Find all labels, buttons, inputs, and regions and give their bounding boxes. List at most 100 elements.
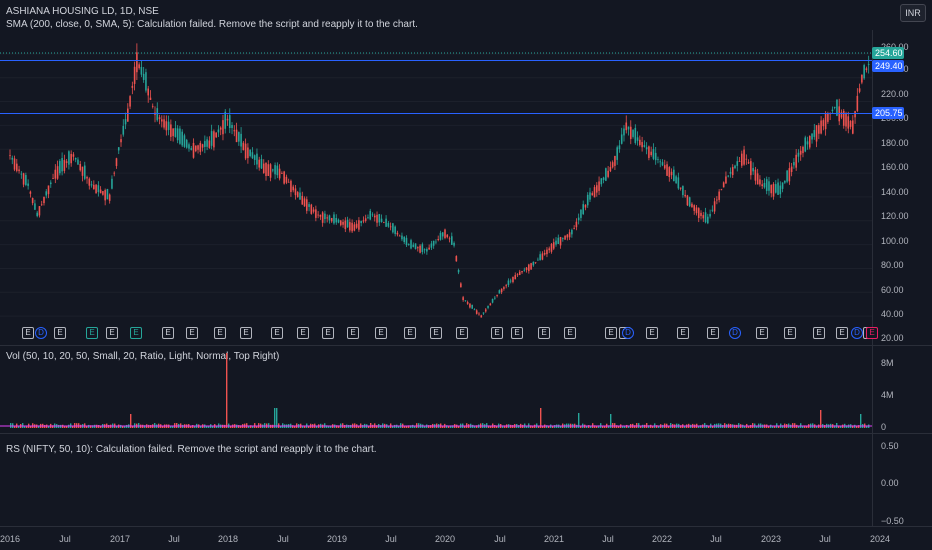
earnings-event-icon[interactable]: E <box>297 327 309 339</box>
candle-body <box>643 145 646 147</box>
dividend-event-icon[interactable]: D <box>729 327 741 339</box>
horizontal-line-1[interactable] <box>0 60 872 61</box>
horizontal-line-2[interactable] <box>0 113 872 114</box>
dividend-event-icon[interactable]: D <box>35 327 47 339</box>
volume-bar <box>90 425 92 428</box>
candle-body <box>745 158 748 160</box>
candle-body <box>840 112 843 118</box>
earnings-event-icon[interactable]: E <box>605 327 617 339</box>
earnings-event-icon[interactable]: E <box>491 327 503 339</box>
sma-legend[interactable]: SMA (200, close, 0, SMA, 5): Calculation… <box>6 19 418 30</box>
earnings-event-icon[interactable]: E <box>240 327 252 339</box>
candle-body <box>131 85 134 88</box>
candle-body <box>267 164 270 176</box>
candle-body <box>505 285 507 287</box>
volume-bar <box>618 425 620 428</box>
rs-axis[interactable]: 0.50 0.00 −0.50 <box>872 434 932 526</box>
candle-body <box>52 178 54 179</box>
price-chart[interactable] <box>0 0 872 345</box>
earnings-event-icon[interactable]: E <box>347 327 359 339</box>
earnings-event-icon[interactable]: E <box>271 327 283 339</box>
earnings-event-icon[interactable]: E <box>322 327 334 339</box>
earnings-event-icon[interactable]: E <box>456 327 468 339</box>
candle-body <box>233 130 236 132</box>
candle-body <box>650 151 652 156</box>
earnings-event-icon[interactable]: E <box>130 327 142 339</box>
earnings-event-icon[interactable]: E <box>106 327 118 339</box>
candle-body <box>677 177 680 189</box>
earnings-event-icon[interactable]: E <box>214 327 226 339</box>
volume-pane[interactable]: Vol (50, 10, 20, 50, Small, 20, Ratio, L… <box>0 346 932 433</box>
earnings-event-icon[interactable]: E <box>86 327 98 339</box>
volume-bar <box>162 425 164 428</box>
candle-body <box>464 300 467 302</box>
candle-body <box>498 290 501 294</box>
volume-bar <box>304 425 306 428</box>
earnings-event-icon[interactable]: E <box>186 327 198 339</box>
candle-body <box>654 152 657 161</box>
candle-body <box>9 155 11 156</box>
candle-body <box>831 109 834 111</box>
volume-bar <box>526 425 528 428</box>
earnings-event-icon[interactable]: E <box>162 327 174 339</box>
price-tick: 140.00 <box>881 187 909 197</box>
price-tick: 40.00 <box>881 309 904 319</box>
price-tick: 180.00 <box>881 138 909 148</box>
time-axis[interactable]: 2016 Jul 2017 Jul 2018 Jul 2019 Jul 2020… <box>0 527 932 550</box>
candle-body <box>439 232 442 240</box>
candle-body <box>165 121 168 131</box>
earnings-event-icon[interactable]: E <box>836 327 848 339</box>
volume-bar <box>496 425 498 428</box>
rs-pane[interactable]: RS (NIFTY, 50, 10): Calculation failed. … <box>0 434 932 526</box>
earnings-event-icon[interactable]: E <box>564 327 576 339</box>
candle-body <box>473 309 476 311</box>
volume-legend[interactable]: Vol (50, 10, 20, 50, Small, 20, Ratio, L… <box>6 351 280 362</box>
candle-body <box>541 253 544 260</box>
currency-button[interactable]: INR <box>900 4 926 22</box>
earnings-event-icon[interactable]: E <box>375 327 387 339</box>
candle-body <box>670 171 673 176</box>
volume-chart[interactable] <box>0 346 872 433</box>
candle-body <box>484 309 487 312</box>
candle-body <box>489 303 492 306</box>
volume-axis[interactable]: 8M 4M 0 <box>872 346 932 433</box>
price-pane[interactable]: ASHIANA HOUSING LD, 1D, NSE SMA (200, cl… <box>0 0 932 345</box>
candle-body <box>657 159 659 160</box>
volume-bar <box>560 425 562 428</box>
candle-body <box>106 188 109 200</box>
earnings-event-icon[interactable]: E <box>677 327 689 339</box>
candle-body <box>863 65 865 79</box>
volume-bar <box>14 425 16 428</box>
rs-legend[interactable]: RS (NIFTY, 50, 10): Calculation failed. … <box>6 444 377 455</box>
earnings-event-icon[interactable]: E <box>813 327 825 339</box>
dividend-event-icon[interactable]: D <box>622 327 634 339</box>
volume-bar <box>122 425 124 428</box>
earnings-event-icon[interactable]: E <box>646 327 658 339</box>
price-tick: 220.00 <box>881 89 909 99</box>
earnings-event-icon[interactable]: E <box>404 327 416 339</box>
earnings-event-icon[interactable]: E <box>511 327 523 339</box>
earnings-event-icon[interactable]: E <box>756 327 768 339</box>
candle-body <box>385 218 387 227</box>
candle-body <box>482 312 485 314</box>
earnings-event-icon[interactable]: E <box>784 327 796 339</box>
earnings-event-icon[interactable]: E <box>430 327 442 339</box>
volume-bar <box>546 425 548 428</box>
earnings-event-icon[interactable]: E <box>54 327 66 339</box>
price-axis[interactable]: 260.00 240.00 220.00 200.00 180.00 160.0… <box>872 30 932 345</box>
volume-bar <box>712 425 714 428</box>
earnings-event-icon[interactable]: E <box>22 327 34 339</box>
volume-bar <box>806 425 808 428</box>
volume-bar <box>590 425 592 428</box>
earnings-event-icon[interactable]: E <box>707 327 719 339</box>
candle-body <box>471 304 473 309</box>
earnings-event-icon[interactable]: E <box>538 327 550 339</box>
candle-body <box>450 236 453 245</box>
time-tick: 2016 <box>0 534 21 544</box>
candle-body <box>20 173 23 175</box>
earnings-event-icon[interactable]: E <box>866 327 878 339</box>
volume-bar <box>708 425 710 428</box>
candle-body <box>507 280 510 286</box>
dividend-event-icon[interactable]: D <box>851 327 863 339</box>
volume-bar <box>856 425 858 428</box>
